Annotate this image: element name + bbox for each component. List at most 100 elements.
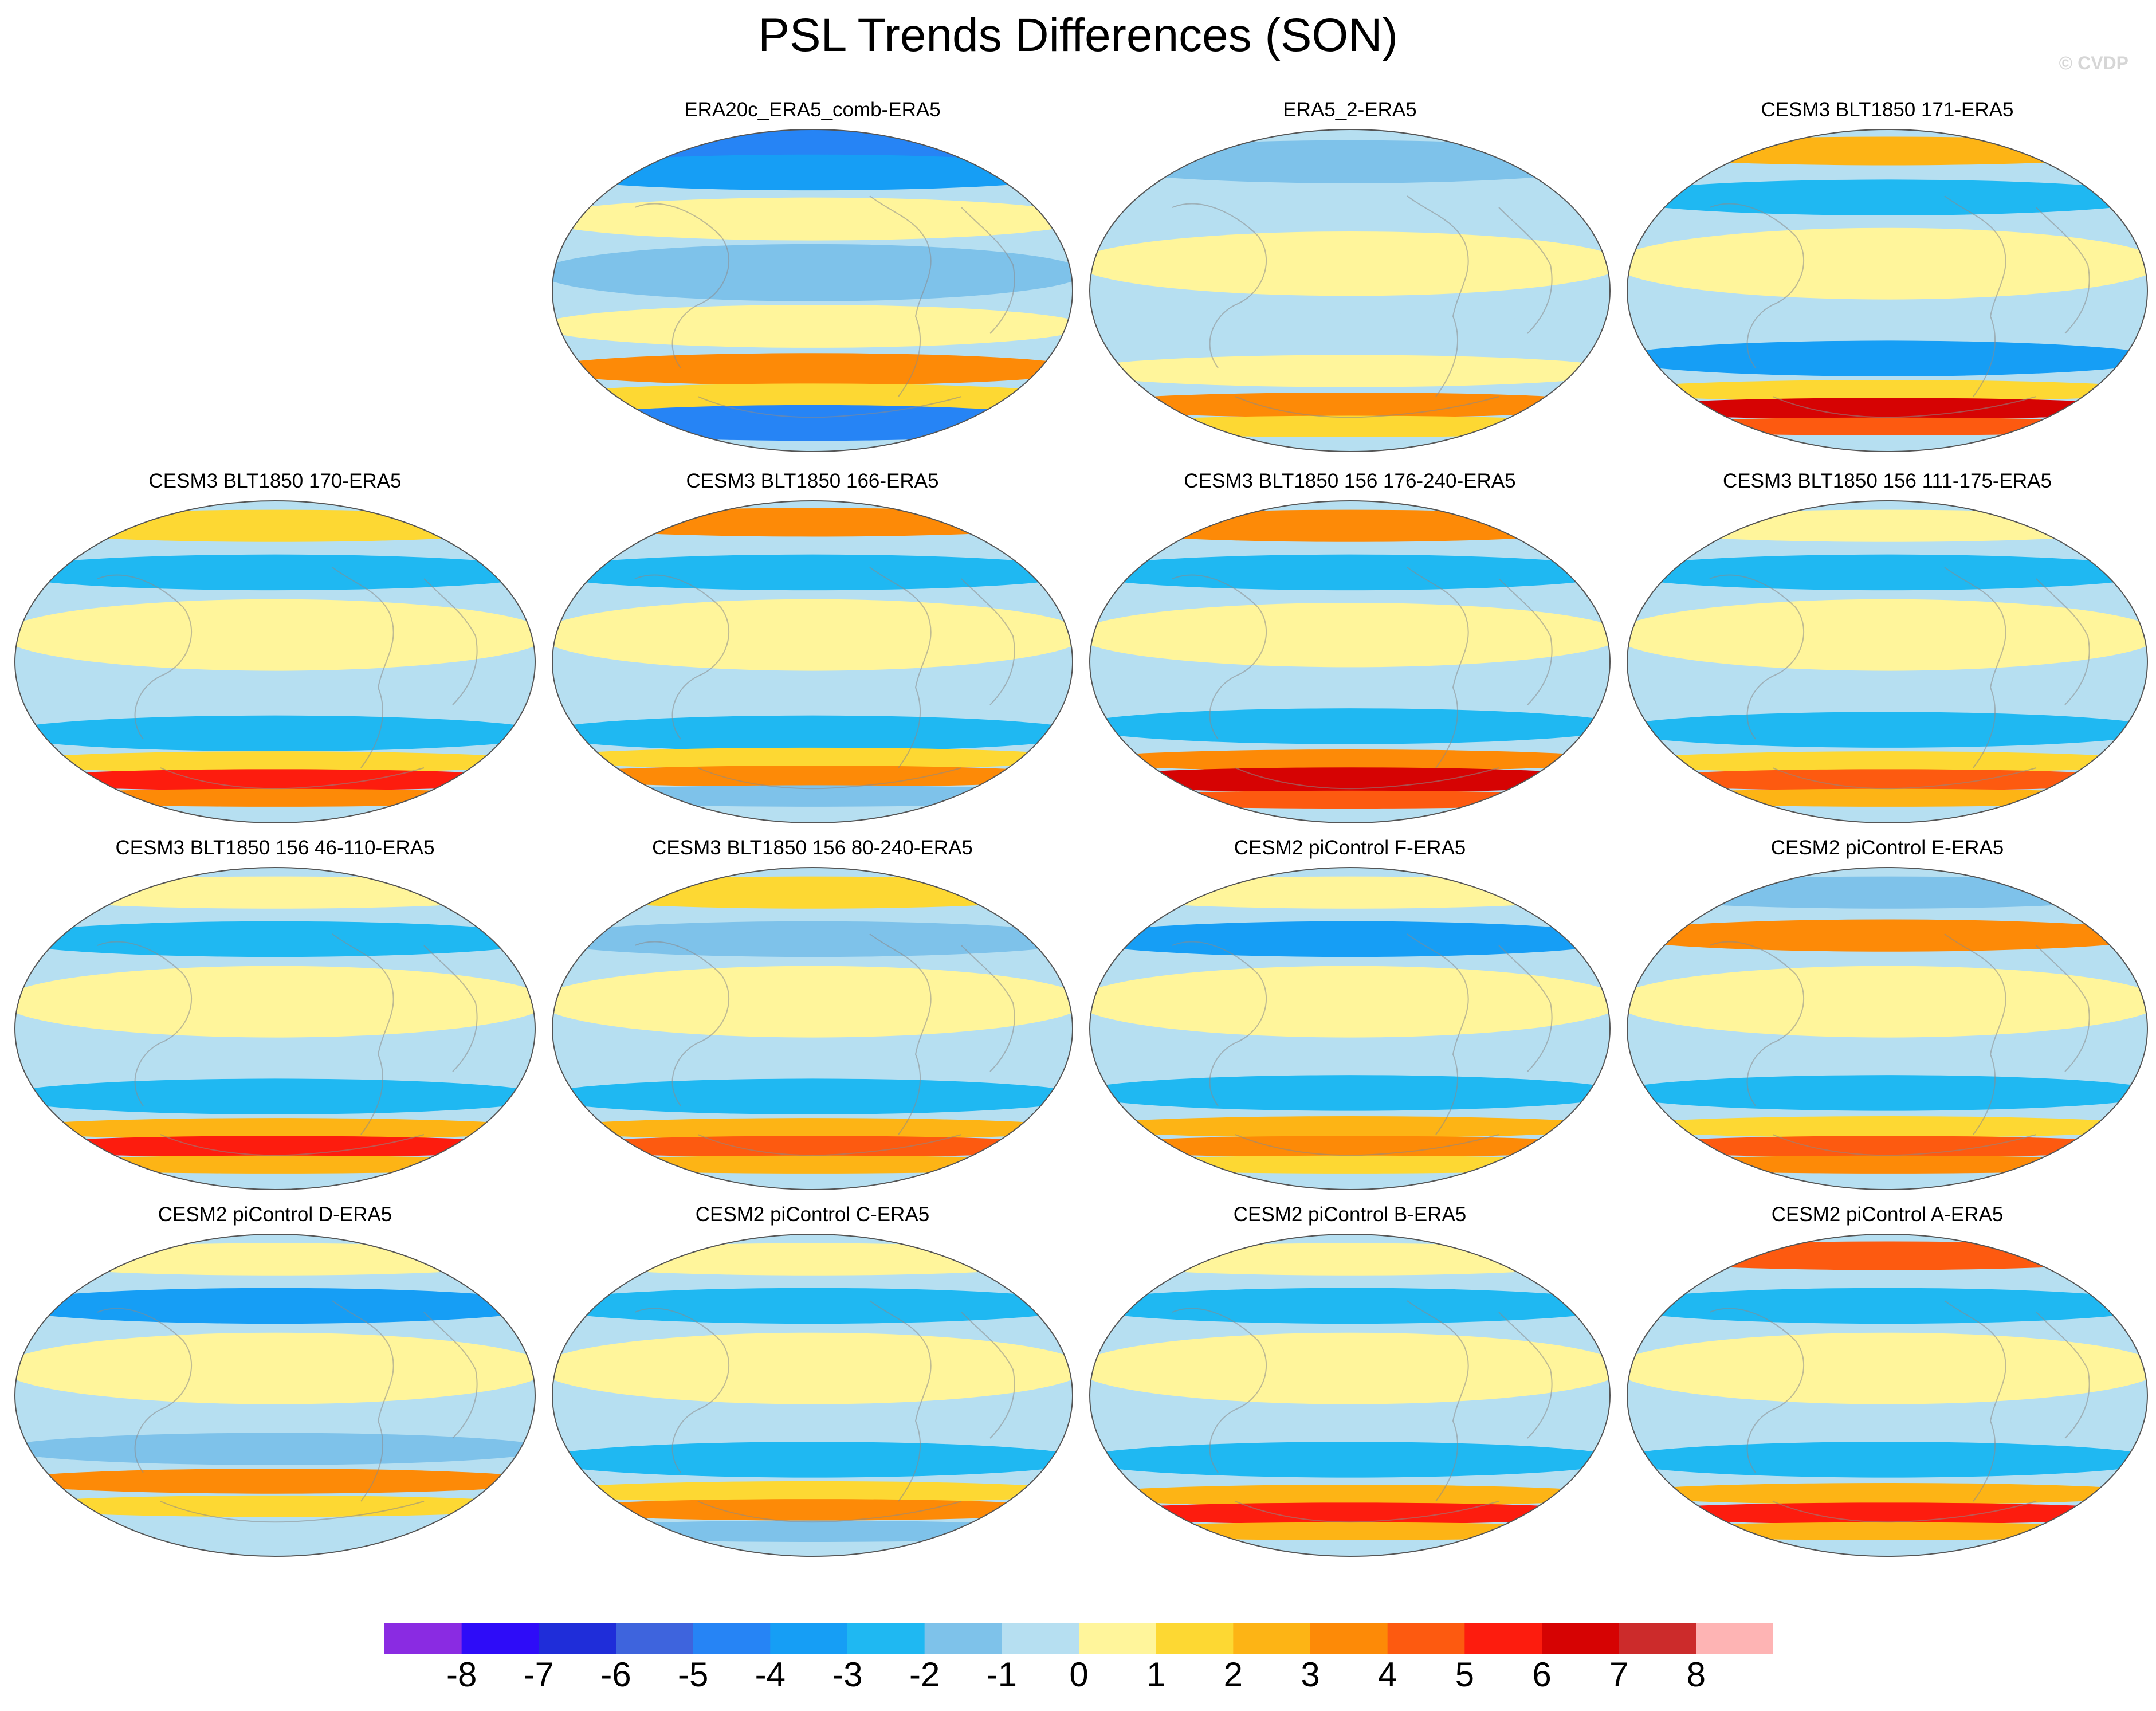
map-panel: CESM2 piControl F-ERA5 (1086, 835, 1613, 1202)
panel-title: CESM3 BLT1850 171-ERA5 (1761, 99, 2014, 121)
anomaly-band (1090, 1136, 1610, 1157)
colorbar-tick-label: -3 (832, 1655, 863, 1694)
anomaly-band (1090, 1243, 1610, 1276)
anomaly-band (1627, 1241, 2147, 1270)
anomaly-band (552, 197, 1073, 241)
map-panel: CESM3 BLT1850 171-ERA5 (1624, 97, 2151, 464)
coastline-outline (1172, 933, 1553, 1156)
colorbar-tick-label: -7 (523, 1655, 555, 1694)
panel-title: CESM3 BLT1850 156 80-240-ERA5 (652, 837, 973, 859)
anomaly-band (1090, 767, 1610, 792)
colorbar-tick-label: 5 (1455, 1655, 1475, 1694)
anomaly-band (552, 1442, 1073, 1478)
map-panel: CESM2 piControl A-ERA5 (1624, 1202, 2151, 1569)
anomaly-band (1090, 1522, 1610, 1540)
anomaly-band (1627, 1482, 2147, 1505)
globe-outline (1089, 867, 1611, 1190)
anomaly-band (1627, 1288, 2147, 1324)
psl-trend-map (1627, 1234, 2148, 1557)
anomaly-band (1090, 231, 1610, 296)
globe-outline (1627, 867, 2148, 1190)
anomaly-band (1090, 189, 1610, 231)
colorbar-tick-label: -4 (755, 1655, 786, 1694)
colorbar-swatch (1233, 1623, 1311, 1654)
anomaly-band (1090, 1075, 1610, 1111)
colorbar-swatch (1696, 1623, 1773, 1654)
anomaly-band (1090, 708, 1610, 744)
anomaly-band (552, 1155, 1073, 1174)
panel-title: ERA20c_ERA5_comb-ERA5 (684, 99, 941, 121)
anomaly-band (552, 747, 1073, 770)
anomaly-band (1627, 769, 2147, 791)
map-panel: CESM2 piControl E-ERA5 (1624, 835, 2151, 1202)
panel-title: CESM2 piControl F-ERA5 (1234, 837, 1466, 859)
anomaly-band (1090, 921, 1610, 957)
globe-outline (1089, 1234, 1611, 1557)
globe-outline (552, 129, 1073, 452)
coastline-outline (97, 567, 478, 790)
psl-trend-map (14, 500, 536, 823)
psl-trend-map (552, 129, 1073, 452)
anomaly-band (1090, 1116, 1610, 1138)
anomaly-band (1090, 1288, 1610, 1324)
coastline-outline (1172, 1300, 1553, 1523)
colorbar-tick-label: -1 (986, 1655, 1018, 1694)
anomaly-band (552, 1078, 1073, 1114)
anomaly-band (552, 304, 1073, 348)
anomaly-band (1090, 602, 1610, 668)
coastline-outline (634, 567, 1015, 790)
anomaly-band (1090, 749, 1610, 771)
anomaly-band (1627, 876, 2147, 909)
anomaly-band (1090, 415, 1610, 438)
psl-trend-map (1089, 867, 1611, 1190)
map-panel: ERA5_2-ERA5 (1086, 97, 1613, 464)
anomaly-band (1090, 966, 1610, 1038)
globe-outline (1627, 500, 2148, 823)
panel-title: CESM2 piControl A-ERA5 (1771, 1203, 2004, 1226)
anomaly-band (552, 766, 1073, 787)
anomaly-band (552, 508, 1073, 537)
globe-outline (14, 500, 536, 823)
anomaly-band (15, 876, 535, 909)
map-panel: CESM3 BLT1850 166-ERA5 (549, 469, 1076, 835)
anomaly-band (1090, 876, 1610, 909)
anomaly-band (552, 715, 1073, 752)
colorbar-swatch (1079, 1623, 1157, 1654)
psl-trend-map (552, 500, 1073, 823)
colorbar-labels: -8 -7 -6 -5 -4 -3 -2 -1 0 1 2 3 4 5 6 7 8 (0, 1655, 2156, 1701)
anomaly-band (1627, 380, 2147, 402)
coastline-outline (1709, 1300, 2090, 1523)
anomaly-band (15, 1155, 535, 1174)
anomaly-band (552, 1136, 1073, 1157)
panel-title: CESM2 piControl E-ERA5 (1770, 837, 2004, 859)
anomaly-band (552, 599, 1073, 671)
psl-trend-map (1089, 1234, 1611, 1557)
anomaly-band (552, 154, 1073, 191)
globe-outline (552, 867, 1073, 1190)
panel-title: ERA5_2-ERA5 (1283, 99, 1417, 121)
anomaly-band (1090, 392, 1610, 418)
anomaly-band (552, 1118, 1073, 1140)
map-panel: CESM3 BLT1850 156 111-175-ERA5 (1624, 469, 2151, 835)
anomaly-band (15, 509, 535, 542)
coastline-outline (97, 1300, 478, 1523)
panel-title: CESM2 piControl C-ERA5 (695, 1203, 930, 1226)
colorbar-tick-label: 3 (1301, 1655, 1320, 1694)
colorbar-swatch (461, 1623, 539, 1654)
anomaly-band (1090, 509, 1610, 542)
colorbar-swatch (1002, 1623, 1079, 1654)
anomaly-band (15, 966, 535, 1038)
psl-trend-map (1089, 500, 1611, 823)
cvdp-watermark: © CVDP (2059, 53, 2128, 73)
coastline-outline (634, 195, 1015, 418)
map-panel: CESM3 BLT1850 170-ERA5 (11, 469, 539, 835)
anomaly-band (15, 1078, 535, 1114)
colorbar-swatch (924, 1623, 1002, 1654)
anomaly-band (1090, 1155, 1610, 1174)
anomaly-band (1627, 398, 2147, 419)
panel-title: CESM3 BLT1850 156 111-175-ERA5 (1723, 470, 2052, 492)
colorbar-swatch (1542, 1623, 1620, 1654)
colorbar-swatch (384, 1623, 462, 1654)
anomaly-band (15, 788, 535, 807)
anomaly-band (552, 1288, 1073, 1324)
